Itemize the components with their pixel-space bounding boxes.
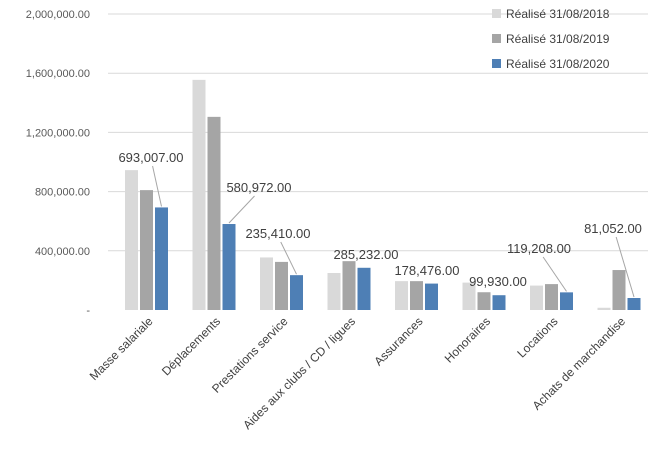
leader-line — [542, 256, 567, 292]
data-label: 99,930.00 — [469, 274, 527, 289]
y-tick-label: 1,200,000.00 — [26, 127, 90, 139]
y-tick-label: 800,000.00 — [35, 187, 90, 199]
bar — [125, 170, 138, 310]
legend: Réalisé 31/08/2018 Réalisé 31/08/2019 Réal… — [492, 7, 610, 71]
data-labels: 693,007.00 580,972.00 235,410.00 285,232.00… — [118, 150, 641, 289]
x-tick-label: Locations — [514, 314, 560, 360]
legend-swatch — [492, 34, 501, 43]
bars — [125, 79, 641, 310]
bar — [627, 298, 641, 310]
legend-label: Réalisé 31/08/2018 — [506, 7, 610, 21]
y-tick-label: 2,000,000.00 — [26, 9, 90, 21]
y-tick-label: - — [86, 305, 90, 317]
bar — [425, 283, 438, 310]
x-tick-label: Assurances — [371, 314, 425, 368]
bar — [192, 79, 206, 310]
bar — [140, 190, 153, 310]
leader-line — [280, 241, 297, 275]
y-tick-label: 400,000.00 — [35, 246, 90, 258]
data-label: 81,052.00 — [584, 221, 642, 236]
bar — [395, 281, 408, 310]
bar — [462, 282, 476, 310]
bar — [342, 261, 356, 310]
y-axis: - 400,000.00 800,000.00 1,200,000.00 1,600,0… — [26, 9, 91, 317]
data-label: 693,007.00 — [118, 150, 183, 165]
bar — [327, 273, 341, 310]
data-label: 119,208.00 — [507, 241, 571, 256]
bar — [357, 267, 371, 310]
x-tick-label: Aides aux clubs / CD / ligues — [240, 314, 358, 432]
bar — [275, 261, 288, 310]
leader-line — [228, 195, 255, 224]
data-label: 285,232.00 — [333, 247, 398, 262]
leader-line — [615, 236, 635, 298]
gridlines — [108, 13, 648, 252]
bar — [492, 295, 506, 310]
legend-swatch — [492, 59, 501, 68]
x-tick-label: Honoraires — [442, 314, 493, 365]
legend-swatch — [492, 9, 501, 18]
bar — [155, 207, 168, 310]
leader-line — [152, 165, 162, 207]
data-label: 178,476.00 — [394, 263, 459, 278]
x-tick-label: Masse salariale — [87, 314, 156, 383]
x-tick-label: Déplacements — [159, 314, 223, 378]
bar — [222, 224, 236, 310]
bar — [545, 284, 558, 310]
y-tick-label: 1,600,000.00 — [26, 68, 90, 80]
data-label: 580,972.00 — [226, 180, 291, 195]
bar — [477, 292, 491, 310]
bar — [260, 257, 273, 310]
bar — [410, 281, 423, 310]
legend-label: Réalisé 31/08/2019 — [506, 32, 610, 46]
bar — [530, 285, 543, 310]
bar — [597, 307, 611, 310]
bar — [207, 116, 221, 310]
data-label: 235,410.00 — [245, 226, 310, 241]
data-label-leaders — [152, 165, 635, 298]
bar — [290, 275, 303, 310]
legend-label: Réalisé 31/08/2020 — [506, 57, 610, 71]
bar — [560, 292, 573, 310]
bar — [612, 270, 626, 310]
